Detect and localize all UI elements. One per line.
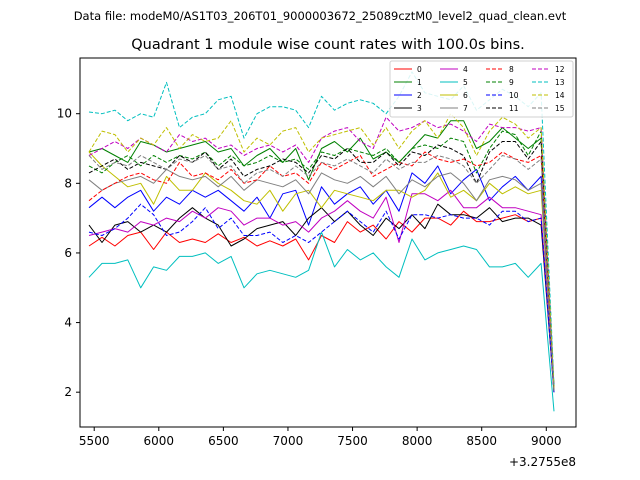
legend-label-10: 10 xyxy=(509,91,519,100)
axis-ticks: 5500 6000 6500 7000 7500 8000 8500 9000 2 4 6 8 10 xyxy=(57,107,562,448)
y-tick-label: 4 xyxy=(64,316,72,330)
x-tick-label: 6000 xyxy=(144,434,175,448)
x-tick-label: 5500 xyxy=(79,434,110,448)
series-line-5 xyxy=(88,231,555,412)
legend-label-6: 6 xyxy=(463,91,468,100)
series-layer xyxy=(88,71,555,412)
y-tick-label: 2 xyxy=(64,385,72,399)
x-tick-label: 7000 xyxy=(273,434,304,448)
x-tick-label: 8500 xyxy=(466,434,497,448)
series-line-1 xyxy=(88,120,555,389)
series-line-4 xyxy=(88,189,555,393)
legend-label-13: 13 xyxy=(555,78,565,87)
y-tick-label: 6 xyxy=(64,246,72,260)
legend-box xyxy=(389,60,574,118)
legend-label-8: 8 xyxy=(509,65,514,74)
y-tick-label: 8 xyxy=(64,176,72,190)
series-line-10 xyxy=(88,203,555,393)
x-tick-label: 6500 xyxy=(208,434,239,448)
legend-label-14: 14 xyxy=(555,91,565,100)
series-line-12 xyxy=(88,116,555,389)
chart-title: Quadrant 1 module wise count rates with … xyxy=(131,37,525,53)
x-tick-label: 7500 xyxy=(337,434,368,448)
legend-label-1: 1 xyxy=(417,78,422,87)
data-file-caption: Data file: modeM0/AS1T03_206T01_90000036… xyxy=(74,9,567,23)
legend-label-3: 3 xyxy=(417,104,422,113)
series-line-15 xyxy=(88,155,555,393)
legend-label-5: 5 xyxy=(463,78,468,87)
series-line-2 xyxy=(88,165,555,389)
legend-label-0: 0 xyxy=(417,65,422,74)
legend-label-9: 9 xyxy=(509,78,514,87)
plot-frame xyxy=(79,57,577,428)
x-tick-label: 9000 xyxy=(531,434,562,448)
legend-label-7: 7 xyxy=(463,104,468,113)
legend-label-4: 4 xyxy=(463,65,468,74)
series-line-14 xyxy=(88,113,555,389)
series-line-9 xyxy=(88,130,555,389)
legend-label-12: 12 xyxy=(555,65,565,74)
legend-label-15: 15 xyxy=(555,104,565,113)
x-offset-label: +3.2755e8 xyxy=(509,455,576,469)
y-tick-label: 10 xyxy=(57,107,72,121)
legend-label-2: 2 xyxy=(417,91,422,100)
series-line-8 xyxy=(88,151,555,389)
x-tick-label: 8000 xyxy=(402,434,433,448)
legend-label-11: 11 xyxy=(509,104,519,113)
